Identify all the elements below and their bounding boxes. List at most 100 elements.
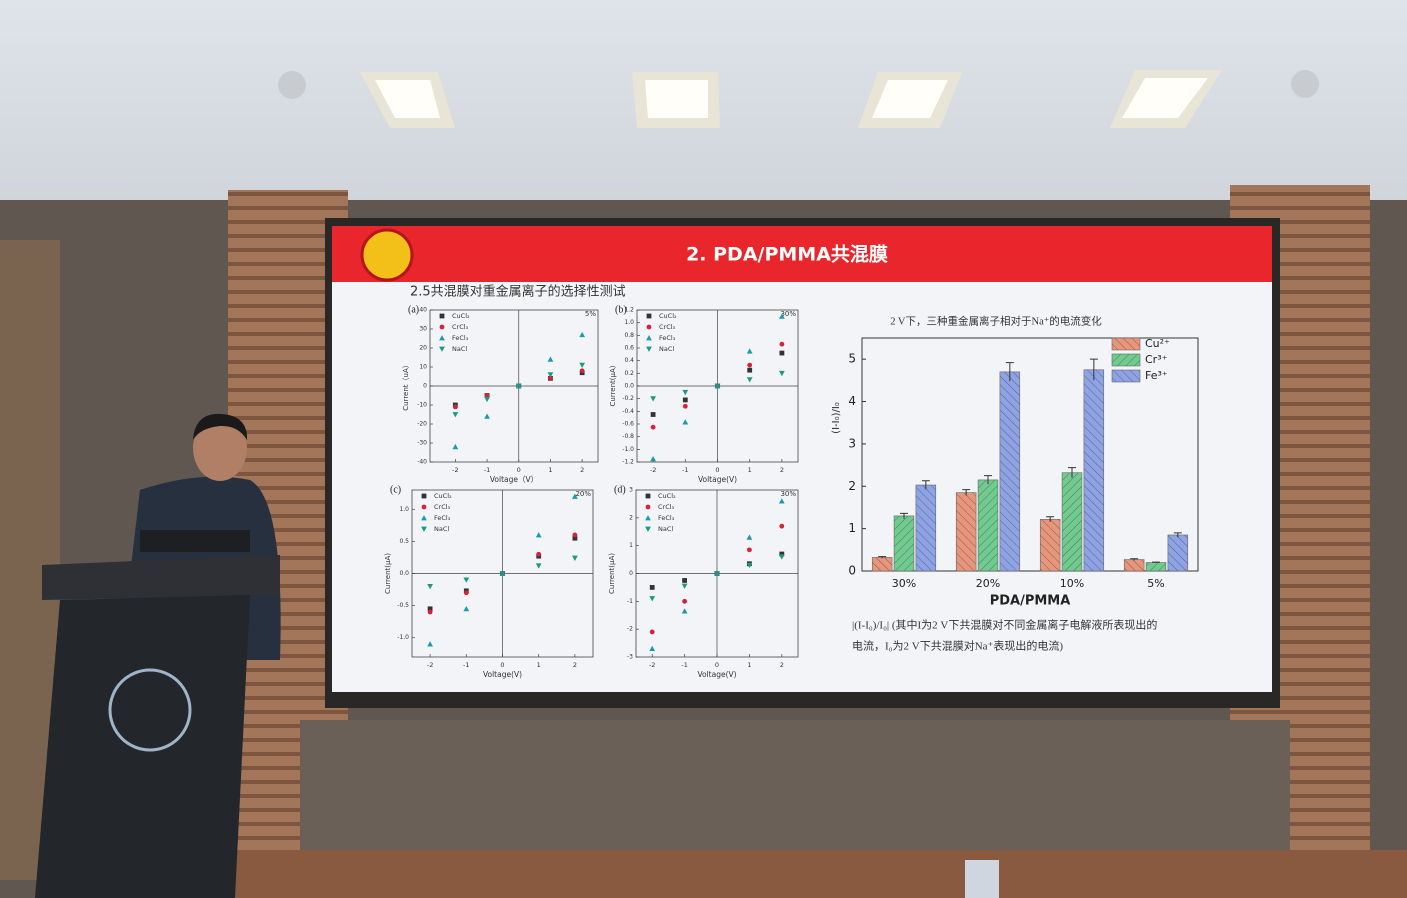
y-tick-label: 0.4 — [624, 357, 634, 364]
y-axis-label: Current（uA） — [402, 361, 410, 411]
data-point — [515, 383, 522, 389]
plot-frame — [861, 337, 1199, 572]
data-point — [572, 535, 578, 541]
data-point — [682, 397, 688, 403]
legend-marker — [645, 515, 651, 521]
bar — [1061, 472, 1083, 572]
y-tick-label: 3 — [629, 487, 633, 494]
data-point — [452, 404, 458, 410]
data-point — [548, 376, 553, 381]
legend-label: CrCl₃ — [452, 323, 469, 331]
y-tick-label: -10 — [417, 402, 427, 409]
legend-marker — [646, 346, 652, 352]
data-point — [650, 412, 656, 417]
legend-label: CuCl₂ — [452, 312, 470, 320]
x-tick-label: -1 — [681, 661, 687, 669]
y-tick-label: 0.2 — [624, 370, 634, 377]
bar — [1167, 534, 1189, 572]
data-point — [746, 562, 753, 569]
error-bar — [984, 475, 992, 485]
data-point — [779, 523, 785, 529]
bar — [1039, 519, 1061, 572]
x-tick-label: -1 — [484, 466, 490, 474]
x-tick-label: 5% — [1147, 577, 1164, 590]
y-tick-label: 40 — [419, 307, 427, 314]
y-axis-label: Current(μA) — [384, 553, 392, 594]
x-tick-label: 10% — [1060, 577, 1084, 590]
y-axis-label: Current(μA) — [608, 553, 616, 594]
error-bar — [921, 480, 930, 490]
y-tick-label: 3 — [848, 436, 856, 450]
y-tick-label: 0.8 — [624, 332, 634, 339]
x-tick-label: -2 — [649, 661, 655, 669]
bar — [915, 484, 937, 572]
wall-lower — [300, 720, 1290, 850]
caption: 电流，I₀为2 V下共混膜对Na⁺表现出的电流) — [852, 639, 1063, 653]
legend-label: Cu²⁺ — [1145, 337, 1170, 350]
y-tick-label: -1.2 — [622, 459, 634, 466]
legend-marker — [645, 504, 651, 510]
data-point — [572, 493, 578, 499]
table — [230, 850, 1407, 898]
data-point — [746, 377, 753, 383]
y-tick-label: -20 — [417, 421, 427, 428]
data-point — [747, 367, 753, 373]
bar — [871, 557, 893, 572]
data-point — [484, 393, 490, 398]
data-point — [778, 498, 785, 504]
y-tick-label: -0.8 — [622, 433, 634, 440]
y-axis-label: Current(μA) — [609, 365, 617, 406]
data-point — [452, 443, 459, 450]
x-tick-label: 2 — [573, 661, 577, 669]
x-axis-label: Voltage(V) — [697, 670, 736, 679]
legend-label: FeCl₃ — [452, 334, 469, 342]
annotation: 5% — [585, 310, 596, 318]
slide-title: 2. PDA/PMMA共混膜 — [686, 243, 888, 266]
x-tick-label: -2 — [452, 466, 458, 474]
x-tick-label: -2 — [650, 466, 656, 474]
data-point — [484, 396, 490, 403]
bar — [893, 515, 915, 572]
data-point — [649, 629, 655, 635]
x-tick-label: 0 — [715, 661, 719, 669]
legend-label: NaCl — [659, 345, 674, 353]
data-point — [499, 571, 506, 577]
y-tick-label: -0.5 — [397, 602, 409, 609]
data-point — [682, 403, 688, 409]
legend-label: FeCl₃ — [659, 334, 676, 342]
data-point — [682, 598, 687, 604]
y-tick-label: -0.2 — [622, 395, 634, 402]
legend-marker — [421, 504, 427, 510]
data-point — [681, 583, 688, 589]
x-tick-label: 1 — [537, 661, 541, 669]
bottle — [965, 860, 999, 898]
data-point — [747, 362, 753, 368]
legend-marker — [646, 335, 652, 341]
podium — [35, 530, 280, 898]
data-point — [427, 609, 433, 615]
data-point — [779, 350, 785, 356]
error-bar — [1068, 467, 1076, 478]
slide: 2. PDA/PMMA共混膜 2.5共混膜对重金属离子的选择性测试 |(I-I₀… — [332, 226, 1272, 692]
bar — [1145, 562, 1167, 572]
data-point — [579, 331, 586, 338]
y-axis-label: (I-I₀)/I₀ — [831, 402, 842, 434]
data-point — [536, 551, 542, 557]
data-point — [682, 578, 687, 583]
caption: |(I-I₀)/I₀| (其中I为2 V下共混膜对不同金属离子电解液所表现出的 — [852, 618, 1157, 632]
error-bar — [1152, 561, 1160, 563]
data-point — [650, 396, 656, 402]
legend-marker — [645, 526, 651, 532]
y-tick-label: 1.0 — [399, 506, 409, 513]
panel-label: (b) — [615, 304, 627, 315]
data-point — [547, 356, 554, 362]
legend-label: NaCl — [658, 525, 673, 533]
y-tick-label: -1 — [627, 598, 633, 605]
data-point — [649, 645, 656, 652]
legend-marker — [645, 493, 651, 499]
data-point — [427, 606, 433, 612]
y-tick-label: -30 — [417, 440, 427, 447]
data-point — [747, 547, 752, 553]
error-bar — [900, 512, 908, 519]
y-tick-label: 0.0 — [624, 383, 634, 390]
